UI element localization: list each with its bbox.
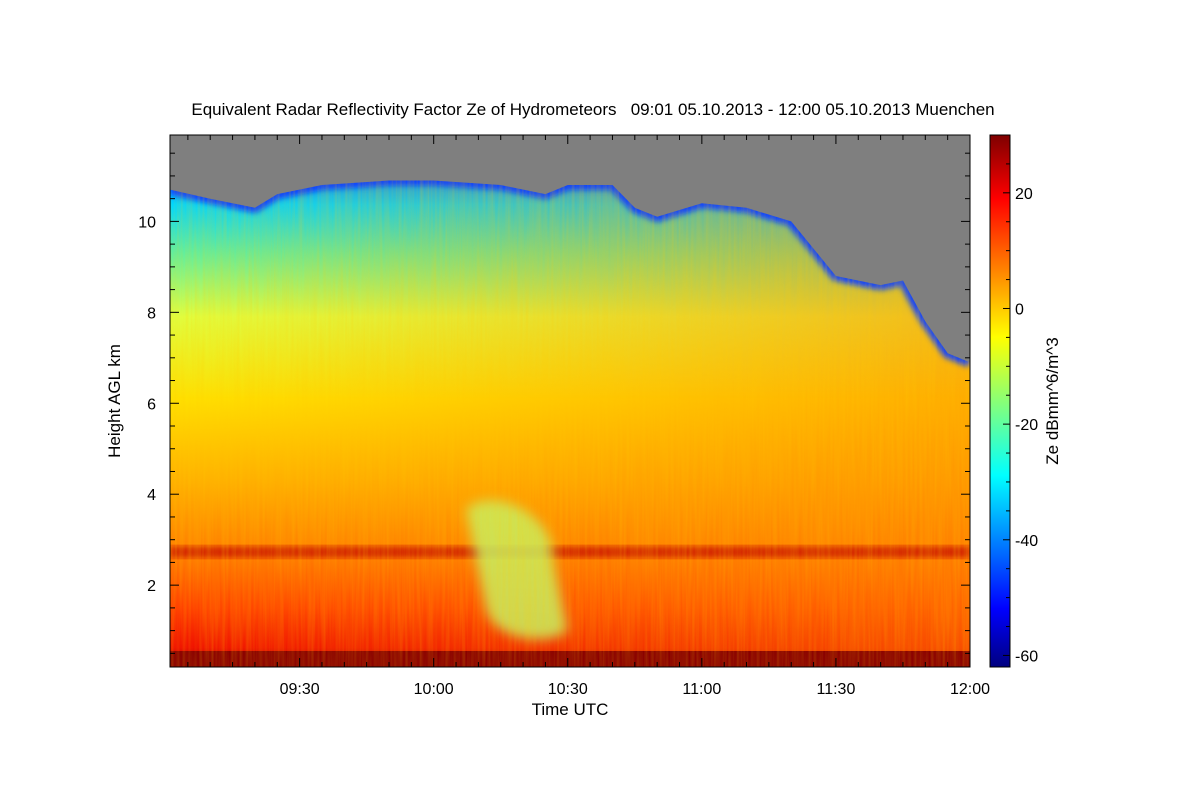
x-tick-label: 10:30 <box>548 681 588 698</box>
y-tick-label: 8 <box>147 305 156 322</box>
x-tick-label: 12:00 <box>950 681 990 698</box>
x-tick-label: 11:00 <box>682 681 721 698</box>
colorbar: 20 0 -20 -40 -60 <box>989 134 1038 668</box>
x-tick-label: 09:30 <box>280 681 320 698</box>
colorbar-tick-label: -20 <box>1015 417 1038 434</box>
chart-title: Equivalent Radar Reflectivity Factor Ze … <box>191 100 994 119</box>
y-axis-label: Height AGL km <box>105 344 124 458</box>
axes: 09:30 10:00 10:30 11:00 11:30 12:00 2 4 6 8 10 <box>138 134 990 698</box>
no-data-mask <box>170 135 970 363</box>
y-tick-label: 2 <box>147 578 156 595</box>
plot-area <box>170 135 970 667</box>
plot-frame <box>169 134 971 668</box>
colorbar-gradient <box>989 134 1011 668</box>
reflectivity-field <box>170 135 970 667</box>
colorbar-tick-label: -60 <box>1015 648 1038 665</box>
x-axis-label: Time UTC <box>532 700 609 719</box>
y-tick-label: 4 <box>147 487 156 504</box>
x-tick-label: 11:30 <box>816 681 855 698</box>
x-tick-label: 10:00 <box>414 681 454 698</box>
y-tick-label: 10 <box>138 214 156 231</box>
colorbar-label: Ze dBmm^6/m^3 <box>1043 337 1062 464</box>
colorbar-tick-label: 0 <box>1015 301 1024 318</box>
colorbar-tick-label: -40 <box>1015 533 1038 550</box>
y-tick-label: 6 <box>147 396 156 413</box>
colorbar-tick-label: 20 <box>1015 186 1033 203</box>
